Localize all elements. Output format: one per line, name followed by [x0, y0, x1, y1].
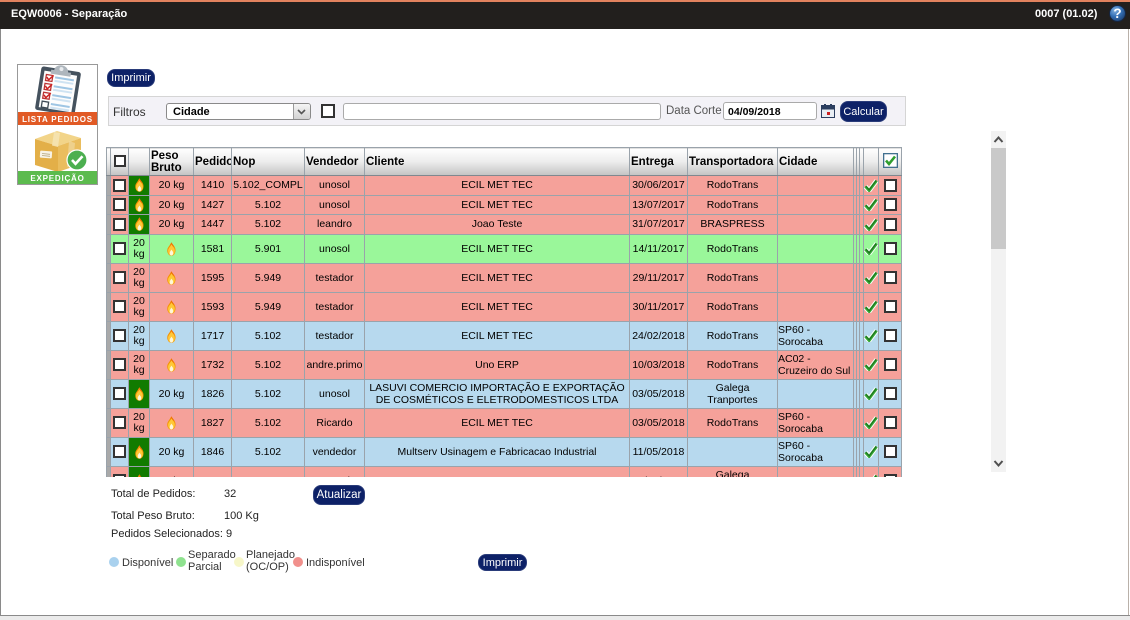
svg-text:EXPEDIÇÃO: EXPEDIÇÃO	[30, 174, 84, 183]
svg-text:?: ?	[1113, 6, 1121, 21]
svg-text:LISTA PEDIDOS: LISTA PEDIDOS	[22, 115, 93, 124]
